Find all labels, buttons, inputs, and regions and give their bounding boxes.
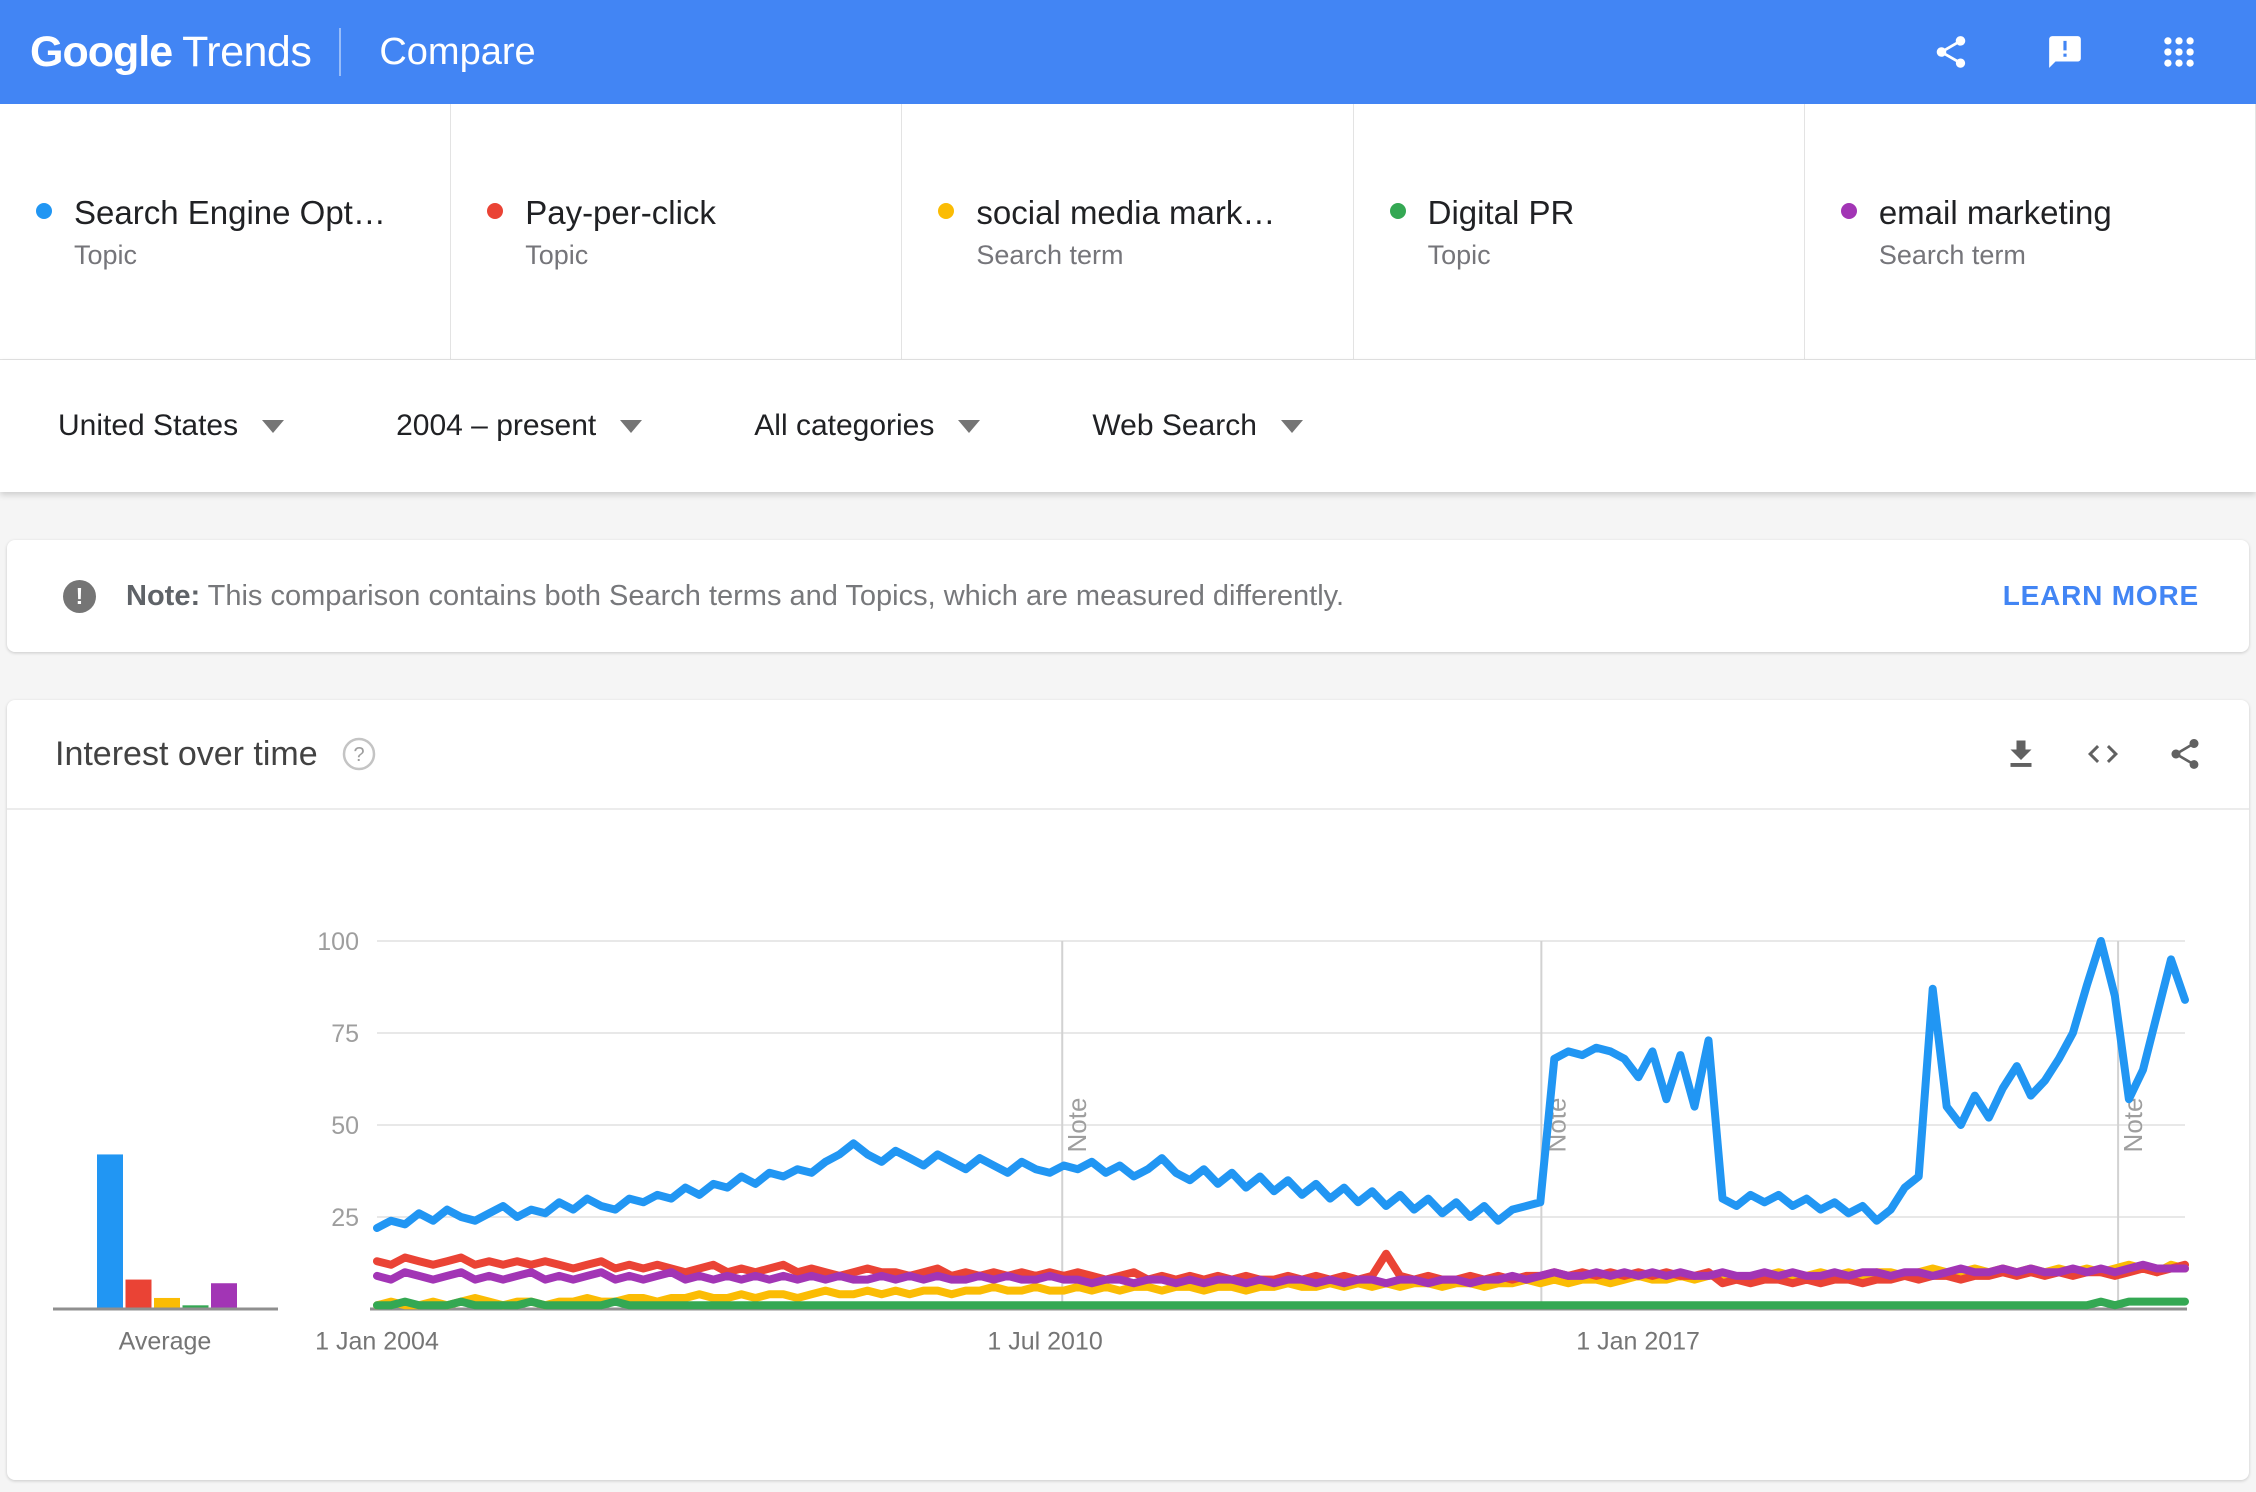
filter-search-type[interactable]: Web Search [1092,409,1303,443]
term-type: Topic [74,239,138,270]
chevron-down-icon [1280,419,1303,433]
series-dot-purple [1840,202,1857,219]
svg-text:1 Jan 2017: 1 Jan 2017 [1576,1328,1700,1356]
apps-grid-icon[interactable] [2160,33,2198,71]
filter-search-type-label: Web Search [1092,409,1257,442]
filter-region[interactable]: United States [58,409,285,443]
svg-text:?: ? [353,744,364,766]
app-header: Google Trends Compare [0,0,2256,104]
svg-text:1 Jul 2010: 1 Jul 2010 [987,1328,1102,1356]
interest-over-time-card: Interest over time ? 25 50 75 100 Note Note No… [7,700,2249,1480]
term-chip-ppc[interactable]: Pay-per-click Topic [451,104,903,359]
term-type: Topic [1427,239,1491,270]
note-banner-prefix: Note: [126,579,201,612]
svg-text:Note: Note [2118,1098,2148,1153]
term-type: Search term [976,239,1124,270]
term-label: social media mark… [976,193,1276,231]
note-banner-text: Note: This comparison contains both Sear… [126,580,1344,613]
term-type: Topic [525,239,589,270]
svg-text:50: 50 [331,1112,359,1140]
logo-trends: Trends [182,27,312,76]
download-icon[interactable] [2003,736,2039,772]
chart-title: Interest over time [55,734,318,773]
term-label: Digital PR [1427,193,1575,231]
page-title: Compare [379,30,536,73]
chart-card-header: Interest over time ? [7,700,2249,810]
svg-text:75: 75 [331,1020,359,1048]
filter-region-label: United States [58,409,239,442]
term-chip-seo[interactable]: Search Engine Opt… Topic [0,104,452,359]
chevron-down-icon [958,419,981,433]
logo-google: Google [30,27,173,76]
google-trends-logo[interactable]: Google Trends [30,27,312,77]
chart-body: 25 50 75 100 Note Note Note Average 1 Jan 2004 1 … [7,810,2249,1478]
note-banner-message: This comparison contains both Search ter… [200,579,1345,612]
svg-text:100: 100 [317,928,359,956]
svg-text:Note: Note [1062,1098,1092,1153]
term-type: Search term [1878,239,2026,270]
svg-text:25: 25 [331,1204,359,1232]
comparison-chips-row: Search Engine Opt… Topic Pay-per-click T… [0,104,2256,360]
series-dot-green [1389,202,1406,219]
term-label: Search Engine Opt… [74,193,386,231]
series-dot-red [487,202,504,219]
filter-time-range[interactable]: 2004 – present [396,409,643,443]
filter-category[interactable]: All categories [754,409,981,443]
share-icon[interactable] [1932,33,1970,71]
filters-row: United States 2004 – present All categor… [0,360,2256,492]
svg-text:Average: Average [119,1328,212,1356]
term-chip-digital-pr[interactable]: Digital PR Topic [1354,104,1805,359]
chevron-down-icon [262,419,285,433]
series-dot-yellow [938,202,955,219]
note-banner: ! Note: This comparison contains both Se… [7,540,2249,652]
exclamation-icon: ! [63,579,96,613]
filter-category-label: All categories [754,409,935,442]
help-icon[interactable]: ? [340,735,378,773]
chevron-down-icon [620,419,643,433]
learn-more-link[interactable]: LEARN MORE [2002,580,2199,611]
term-label: email marketing [1878,193,2112,231]
header-divider [339,28,342,76]
filter-time-range-label: 2004 – present [396,409,597,442]
term-label: Pay-per-click [525,193,716,231]
feedback-icon[interactable] [2046,33,2084,71]
term-chip-social-media[interactable]: social media mark… Search term [902,104,1354,359]
series-dot-blue [36,202,52,219]
share-icon[interactable] [2167,736,2203,772]
svg-text:1 Jan 2004: 1 Jan 2004 [315,1328,439,1356]
term-chip-email-marketing[interactable]: email marketing Search term [1805,104,2256,359]
embed-icon[interactable] [2085,736,2121,772]
